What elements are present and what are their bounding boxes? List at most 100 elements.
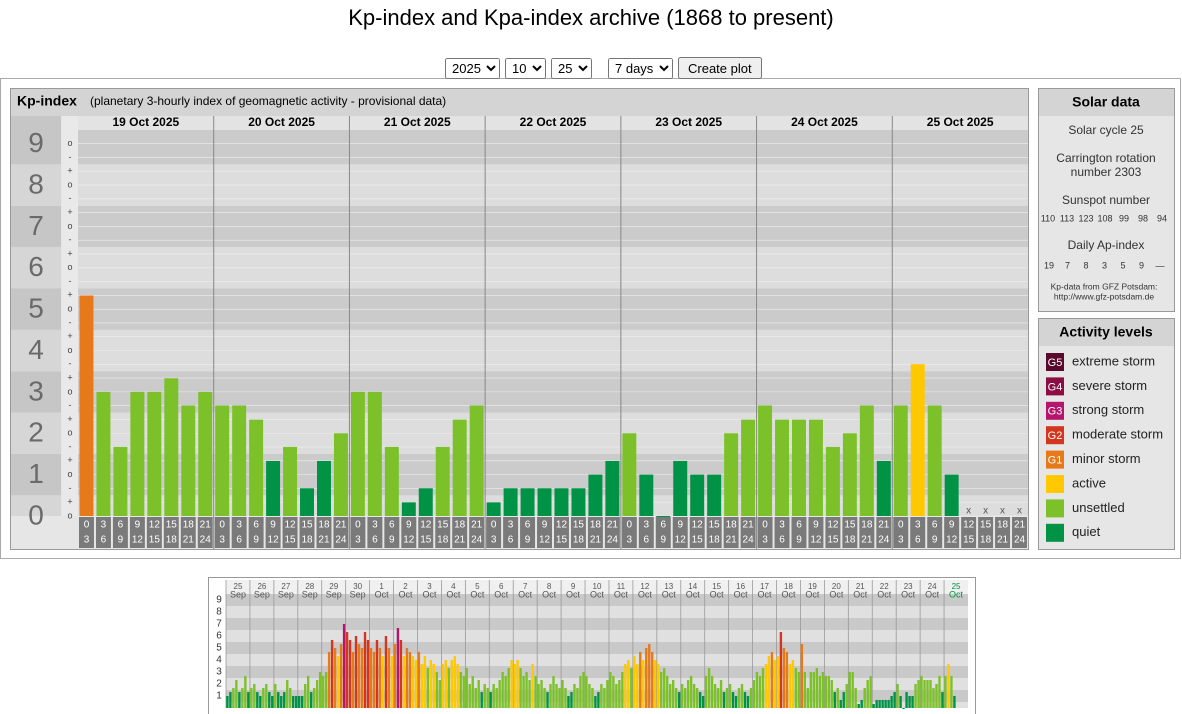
bar xyxy=(354,636,358,708)
hour-start: 12 xyxy=(556,520,568,531)
bar xyxy=(938,675,941,708)
bar xyxy=(935,684,938,708)
bar xyxy=(198,391,213,516)
bar xyxy=(537,488,552,516)
day-label: 25 Oct 2025 xyxy=(927,115,994,129)
y-label-cell xyxy=(11,247,61,289)
bar xyxy=(818,675,821,708)
hour-start: 6 xyxy=(389,520,395,531)
mini-month: Oct xyxy=(710,589,725,599)
day-header xyxy=(892,116,1028,130)
hour-start: 18 xyxy=(183,520,195,531)
hour-cell xyxy=(723,517,739,548)
bar xyxy=(910,364,925,516)
bar xyxy=(232,687,235,708)
sub-tick-label: - xyxy=(69,359,72,369)
sub-tick-label: o xyxy=(67,428,72,438)
mini-day: 1 xyxy=(379,582,384,591)
mini-band xyxy=(226,606,968,618)
bar xyxy=(859,405,874,516)
mini-band xyxy=(226,678,968,690)
bar xyxy=(423,656,427,708)
ap-value: — xyxy=(1156,260,1165,270)
sunspot-number: 123 xyxy=(1078,213,1093,223)
bar xyxy=(767,656,771,708)
bar xyxy=(800,644,804,708)
bar xyxy=(528,680,531,708)
y-label-cell xyxy=(11,329,61,372)
hour-start: 3 xyxy=(644,520,650,531)
level-label: unsettled xyxy=(1072,500,1125,515)
bar xyxy=(298,696,301,708)
hour-start: 0 xyxy=(84,520,90,531)
bar xyxy=(503,488,518,516)
bar xyxy=(402,656,406,708)
hour-start: 9 xyxy=(270,520,276,531)
bar xyxy=(797,672,801,708)
bar xyxy=(842,433,857,516)
create-plot-button[interactable]: Create plot xyxy=(678,57,762,79)
level-label: strong storm xyxy=(1072,402,1144,417)
hour-start: 18 xyxy=(726,520,738,531)
bar xyxy=(558,687,561,708)
hour-start: 6 xyxy=(253,520,259,531)
bar xyxy=(645,648,648,708)
period-select[interactable]: 7 days xyxy=(608,57,673,79)
y-tick-label: 7 xyxy=(28,210,44,241)
bar xyxy=(845,684,848,708)
mini-day: 12 xyxy=(640,582,649,591)
hour-end: 18 xyxy=(573,535,585,546)
bar xyxy=(549,684,552,708)
bar xyxy=(758,405,773,516)
bar xyxy=(710,675,714,708)
mini-day: 27 xyxy=(281,582,290,591)
hour-start: 18 xyxy=(590,520,602,531)
bar xyxy=(887,699,890,708)
bar xyxy=(597,692,600,708)
bar xyxy=(471,675,474,708)
bar xyxy=(734,696,738,708)
bar xyxy=(321,675,325,708)
hour-start: 18 xyxy=(997,520,1009,531)
mini-month: Oct xyxy=(638,589,653,599)
hour-cell xyxy=(265,517,281,548)
year-select[interactable]: 2025 xyxy=(445,57,500,79)
hour-cell xyxy=(842,517,858,548)
bar xyxy=(498,680,501,708)
mini-day: 17 xyxy=(760,582,769,591)
bar xyxy=(333,648,337,708)
day-select[interactable]: 25 xyxy=(551,57,592,79)
mini-band xyxy=(226,618,968,630)
mini-month: Oct xyxy=(662,589,677,599)
hour-cell xyxy=(418,517,434,548)
source-url: http://www.gfz-potsdam.de xyxy=(1054,291,1154,301)
bar xyxy=(671,680,675,708)
bar xyxy=(869,675,872,708)
bar xyxy=(271,696,274,708)
month-select[interactable]: 10 xyxy=(505,57,546,79)
mini-month: Oct xyxy=(949,589,964,599)
bar xyxy=(292,696,295,708)
hour-start: 12 xyxy=(420,520,432,531)
bar xyxy=(342,624,346,708)
bar xyxy=(256,692,259,708)
hour-end: 21 xyxy=(318,535,330,546)
bar xyxy=(495,687,498,708)
sub-tick-label: + xyxy=(67,372,72,382)
mini-day: 24 xyxy=(928,582,937,591)
hour-start: 6 xyxy=(796,520,802,531)
bar xyxy=(872,704,875,708)
hour-end: 12 xyxy=(268,535,280,546)
bar xyxy=(317,460,331,516)
sub-tick-label: o xyxy=(67,386,72,396)
bar xyxy=(950,675,953,708)
y-label-cell xyxy=(11,164,61,206)
sub-tick-label: - xyxy=(69,276,72,286)
level-swatch xyxy=(1046,426,1064,445)
hour-start: 9 xyxy=(135,520,141,531)
bar xyxy=(447,668,450,708)
hour-cell xyxy=(367,517,383,548)
bar xyxy=(639,474,654,516)
mini-month: Sep xyxy=(350,589,366,599)
